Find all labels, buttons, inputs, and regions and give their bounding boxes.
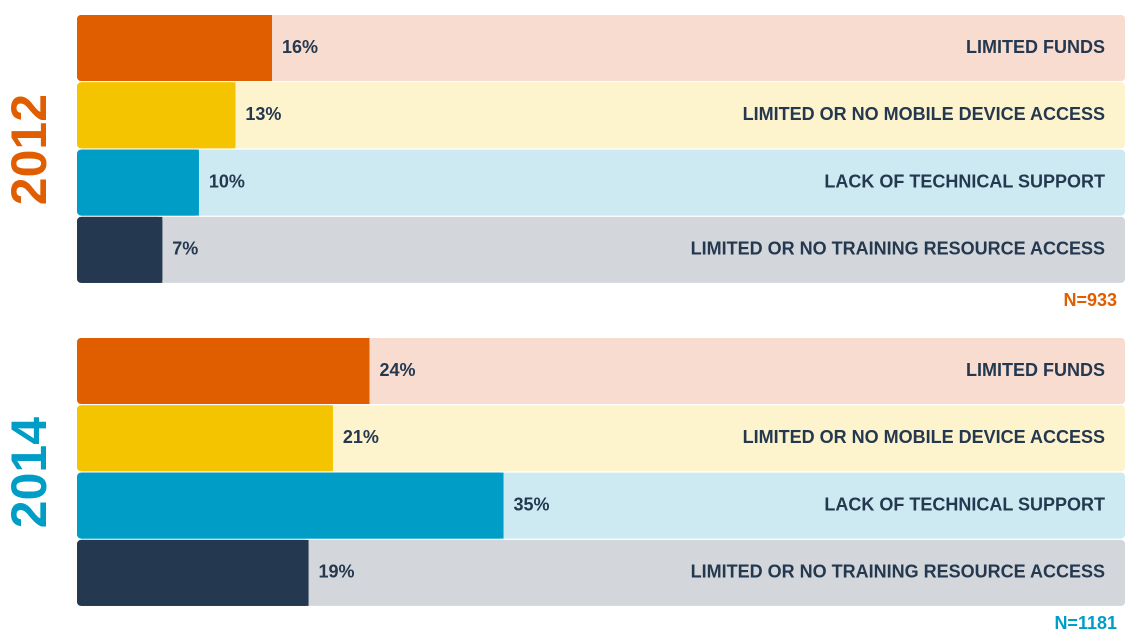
category-label: LIMITED OR NO TRAINING RESOURCE ACCESS	[691, 239, 1105, 259]
category-label: LIMITED OR NO TRAINING RESOURCE ACCESS	[691, 562, 1105, 582]
bar-edge	[81, 15, 272, 81]
year-label: 2012	[1, 94, 57, 205]
sample-size: N=933	[1063, 290, 1117, 310]
bar-edge	[81, 338, 370, 404]
bar-track	[77, 15, 1125, 81]
bar-edge	[81, 539, 309, 606]
value-label: 13%	[245, 104, 281, 124]
value-label: 10%	[209, 171, 245, 191]
category-label: LIMITED OR NO MOBILE DEVICE ACCESS	[743, 104, 1105, 124]
value-label: 7%	[172, 239, 198, 259]
value-label: 35%	[514, 494, 550, 514]
bar-edge	[81, 216, 163, 283]
category-label: LIMITED OR NO MOBILE DEVICE ACCESS	[743, 427, 1105, 447]
value-label: 16%	[282, 37, 318, 57]
value-label: 21%	[343, 427, 379, 447]
category-label: LACK OF TECHNICAL SUPPORT	[824, 494, 1105, 514]
sample-size: N=1181	[1054, 613, 1117, 633]
category-label: LACK OF TECHNICAL SUPPORT	[824, 171, 1105, 191]
bar-edge	[81, 472, 504, 539]
category-label: LIMITED FUNDS	[966, 360, 1105, 380]
bar-track	[77, 405, 1125, 472]
bar-edge	[81, 149, 199, 216]
bar-edge	[81, 82, 236, 149]
bar-edge	[81, 405, 333, 472]
bar-track	[77, 149, 1125, 216]
bar-track	[77, 82, 1125, 149]
value-label: 19%	[319, 562, 355, 582]
value-label: 24%	[379, 360, 415, 380]
year-label: 2014	[1, 417, 57, 528]
bar-track	[77, 539, 1125, 606]
category-label: LIMITED FUNDS	[966, 37, 1105, 57]
bar-track	[77, 216, 1125, 283]
